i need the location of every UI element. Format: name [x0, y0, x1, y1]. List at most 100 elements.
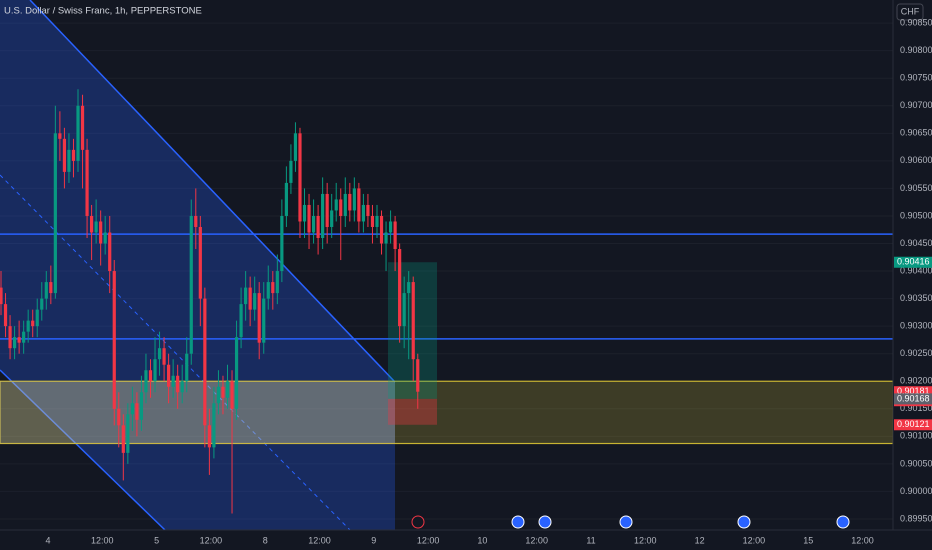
candle-body	[117, 408, 121, 426]
candle-body	[67, 149, 71, 172]
candle-body	[44, 282, 48, 299]
candle-body	[330, 210, 334, 227]
x-tick-label: 5	[154, 535, 159, 545]
channel-upper	[29, 0, 396, 383]
y-tick-label: 0.90850	[900, 18, 932, 28]
grid	[0, 22, 893, 520]
candle-body	[307, 204, 311, 233]
candle-body	[121, 425, 125, 453]
candle-body	[130, 403, 134, 415]
candle-body	[239, 304, 243, 338]
candle-body	[194, 215, 198, 227]
x-tick-label: 12:00	[417, 535, 440, 545]
candle-body	[0, 287, 3, 305]
candle-body	[176, 375, 180, 393]
x-tick-label: 12:00	[200, 535, 223, 545]
candle-body	[167, 364, 171, 387]
candle-body	[416, 359, 420, 392]
candle-body	[348, 193, 352, 211]
y-tick-label: 0.90650	[900, 128, 932, 138]
candle-body	[293, 133, 298, 161]
x-tick-label: 12:00	[634, 535, 657, 545]
candle-body	[180, 381, 184, 393]
candle-body	[189, 215, 193, 354]
candle-body	[99, 221, 103, 244]
candle-body	[257, 293, 261, 343]
candle-body	[325, 193, 329, 227]
x-tick-label: 12:00	[743, 535, 766, 545]
candle-body	[398, 249, 402, 327]
candle-body	[17, 337, 21, 343]
zone	[0, 380, 894, 445]
channel-lower	[0, 369, 166, 531]
candle-body	[148, 370, 153, 382]
price-tag	[894, 419, 932, 431]
candle-body	[3, 304, 8, 327]
y-tick-label: 0.90500	[900, 210, 932, 220]
candle-body	[221, 386, 225, 398]
candle-body	[207, 425, 211, 448]
candle-body	[144, 370, 148, 393]
candle-body	[12, 337, 17, 349]
y-tick-label: 0.90200	[900, 376, 932, 386]
currency: CHF	[901, 6, 920, 16]
candle-body	[53, 133, 57, 294]
x-tick-label: 12:00	[851, 535, 874, 545]
price-tag-label: 0.90168	[897, 393, 930, 403]
x-tick-label: 12:00	[308, 535, 331, 545]
candle-body	[302, 204, 307, 222]
y-tick-label: 0.90250	[900, 348, 932, 358]
y-tick-label: 0.90800	[900, 45, 932, 55]
x-tick-label: 10	[477, 535, 487, 545]
candle-body	[203, 298, 207, 426]
candle-body	[8, 326, 12, 349]
candles	[0, 89, 420, 514]
candle-body	[225, 381, 230, 398]
candle-body	[316, 215, 320, 239]
candle-body	[361, 204, 365, 222]
candle-body	[49, 282, 53, 294]
candle-body	[411, 282, 415, 360]
candle-body	[112, 271, 116, 409]
candle-body	[352, 188, 356, 211]
chart-title: U.S. Dollar / Swiss Franc, 1h, PEPPERSTO…	[4, 6, 202, 17]
y-tick-label: 0.90050	[900, 458, 932, 468]
event-icon	[619, 515, 633, 529]
candle-body	[26, 320, 30, 332]
candle-body	[262, 298, 266, 343]
candle-body	[244, 287, 248, 305]
x-tick-label: 12:00	[525, 535, 548, 545]
candle-body	[402, 293, 406, 327]
candle-body	[108, 232, 112, 272]
y-tick-label: 0.90450	[900, 238, 932, 248]
y-tick-label: 0.90400	[900, 265, 932, 275]
x-tick-label: 8	[263, 535, 268, 545]
x-tick-label: 11	[586, 535, 595, 545]
candle-body	[76, 105, 80, 161]
candle-body	[80, 105, 85, 150]
x-tick-label: 12:00	[91, 535, 114, 545]
zone-overlap	[0, 381, 395, 444]
candle-body	[248, 287, 252, 310]
channel-fill	[0, 0, 395, 530]
candle-body	[185, 353, 189, 382]
y-tick-label: 0.90600	[900, 155, 932, 165]
candle-body	[321, 193, 325, 239]
price-axis	[893, 0, 932, 550]
event-icon	[411, 515, 425, 529]
price-tag-label: 0.90416	[897, 257, 930, 267]
candle-body	[375, 215, 379, 227]
candle-body	[212, 403, 216, 448]
candle-body	[284, 182, 288, 216]
price-tag-label: 0.90181	[897, 386, 930, 396]
stop-zone	[388, 398, 437, 425]
event-icon	[737, 515, 751, 529]
drawings	[0, 0, 894, 531]
candle-body	[216, 386, 221, 404]
candle-body	[253, 293, 257, 310]
candle-body	[280, 215, 284, 272]
candle-body	[311, 215, 316, 233]
price-tag	[894, 393, 932, 405]
